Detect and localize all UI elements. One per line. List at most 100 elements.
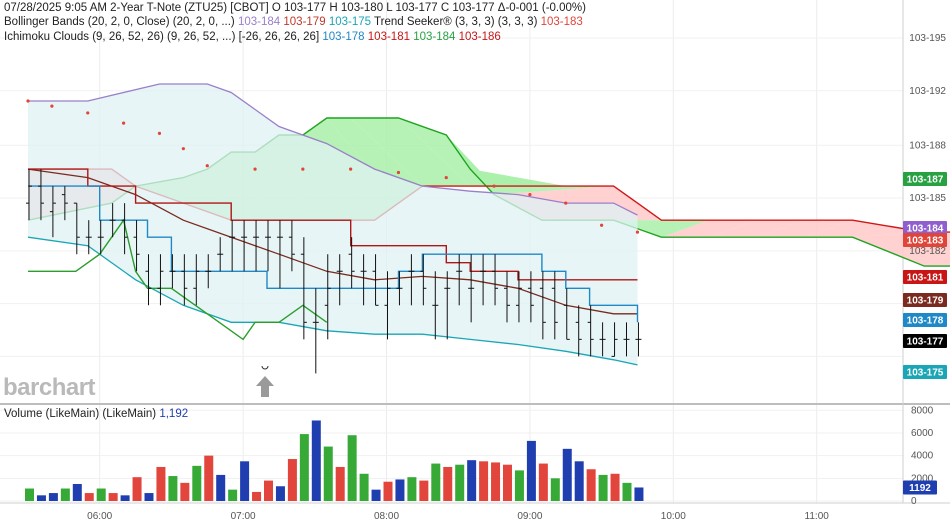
trend-seeker-dot: [600, 223, 604, 227]
volume-bar: [407, 477, 417, 501]
trend-seeker-dot: [86, 111, 90, 115]
ohlc-bar: [587, 305, 594, 357]
header-datetime: 07/28/2025 9:05 AM: [4, 2, 107, 14]
cloud-segment: [756, 220, 853, 238]
volume-bar: [120, 495, 130, 501]
bollinger-lower: [27, 236, 638, 366]
bollinger-label: Bollinger Bands (20, 2, 0, Close) (20, 2…: [4, 16, 235, 28]
price-tick-label: 103-182: [909, 246, 946, 257]
volume-legend[interactable]: Volume (LikeMain) (LikeMain) 1,192: [4, 408, 188, 420]
volume-tick-label: 0: [911, 496, 917, 507]
low-marker-icon: [261, 365, 269, 370]
volume-bar: [311, 420, 321, 501]
volume-bar: [467, 460, 477, 501]
volume-bar: [264, 480, 273, 501]
volume-bar: [323, 446, 333, 501]
volume-bar: [204, 455, 214, 501]
cloud-segment: [804, 220, 925, 238]
volume-bar: [36, 495, 46, 501]
volume-tick-label: 8000: [911, 405, 934, 416]
ohlc-bar: [37, 169, 44, 221]
price-badge-bg: [903, 221, 947, 235]
ohlc-bar: [611, 322, 618, 357]
volume-bar: [252, 491, 262, 501]
volume-badge-bg: [903, 480, 937, 495]
ohlc-bar: [396, 271, 403, 306]
ohlc-bar: [444, 271, 451, 340]
volume-bar: [180, 482, 190, 501]
trend-seeker-label: Trend Seeker® (3, 3, 3) (3, 3, 3): [374, 16, 538, 28]
trend-seeker-dot: [492, 184, 496, 188]
volume-bar: [395, 479, 405, 501]
ohlc-bar: [599, 322, 606, 357]
volume-bar: [479, 461, 489, 501]
volume-bar: [634, 487, 644, 501]
kijun-sen: [28, 168, 638, 281]
volume-bar: [156, 466, 166, 501]
ohlc-bar: [253, 220, 260, 272]
volume-bar: [228, 489, 238, 501]
volume-bar: [503, 464, 512, 501]
volume-bar: [275, 486, 285, 501]
price-badge: 103-179: [903, 293, 947, 307]
price-badge: 103-177: [903, 334, 947, 348]
barchart-watermark: barchart: [3, 374, 96, 401]
price-tick-label: 103-185: [909, 193, 946, 204]
ohlc-bar: [61, 186, 68, 221]
trend-seeker-dot: [205, 164, 209, 168]
ohlc-bar: [217, 237, 224, 272]
price-badge-bg: [903, 172, 947, 186]
volume-bar: [216, 474, 226, 501]
volume-bars: [25, 420, 644, 501]
trend-seeker-dot: [528, 193, 532, 197]
cloud-segment: [470, 169, 614, 195]
volume-bar: [514, 470, 524, 501]
price-badge-bg: [903, 293, 947, 307]
time-tick-label: 08:00: [374, 511, 399, 522]
volume-bar: [550, 478, 560, 501]
ohlc-bar: [97, 220, 104, 255]
ohlc-bar: [563, 288, 570, 340]
ohlc-bar: [575, 305, 582, 357]
trend-seeker-dot: [253, 167, 257, 171]
price-badge: 103-181: [903, 270, 947, 284]
ohlc-bar: [205, 254, 212, 289]
volume-tick-label: 2000: [911, 473, 934, 484]
volume-bar: [335, 466, 345, 501]
volume-bar: [455, 464, 465, 501]
price-badge-text: 103-178: [907, 316, 944, 327]
ohlc-bar: [157, 254, 164, 306]
volume-bar: [598, 474, 608, 501]
ohlc-bar: [539, 271, 546, 340]
volume-bar: [574, 461, 584, 501]
ohlc-bar: [193, 254, 200, 306]
chikou-span: [28, 218, 328, 341]
study-legend-bollinger[interactable]: Bollinger Bands (20, 2, 0, Close) (20, 2…: [4, 16, 583, 28]
trend-seeker-dot: [181, 147, 185, 151]
ohlc-bar: [121, 203, 128, 255]
volume-bar: [443, 466, 453, 501]
volume-bar: [192, 465, 202, 501]
bollinger-middle: [27, 168, 638, 315]
volume-bar: [586, 469, 596, 501]
price-badge: 103-183: [903, 233, 947, 247]
ohlc-bar: [169, 254, 176, 289]
cloud-segment: [709, 220, 805, 238]
volume-bar: [60, 488, 70, 501]
price-badge: 103-184: [903, 221, 947, 235]
price-badge-text: 103-183: [907, 236, 944, 247]
ohlc-bar: [300, 237, 307, 340]
tenkan-sen: [28, 185, 639, 323]
up-arrow-icon: [256, 376, 274, 397]
ohlc-bar: [26, 169, 32, 221]
time-tick-label: 10:00: [661, 511, 686, 522]
ohlc-bar: [181, 254, 188, 306]
bollinger-middle-value: 103-179: [283, 16, 326, 28]
study-legend-ichimoku[interactable]: Ichimoku Clouds (9, 26, 52, 26) (9, 26, …: [4, 31, 501, 43]
volume-bar: [25, 488, 34, 501]
ohlc-bar: [288, 220, 295, 272]
price-bars: [26, 169, 642, 374]
bollinger-upper: [28, 83, 638, 216]
ohlc-bar: [468, 254, 475, 323]
